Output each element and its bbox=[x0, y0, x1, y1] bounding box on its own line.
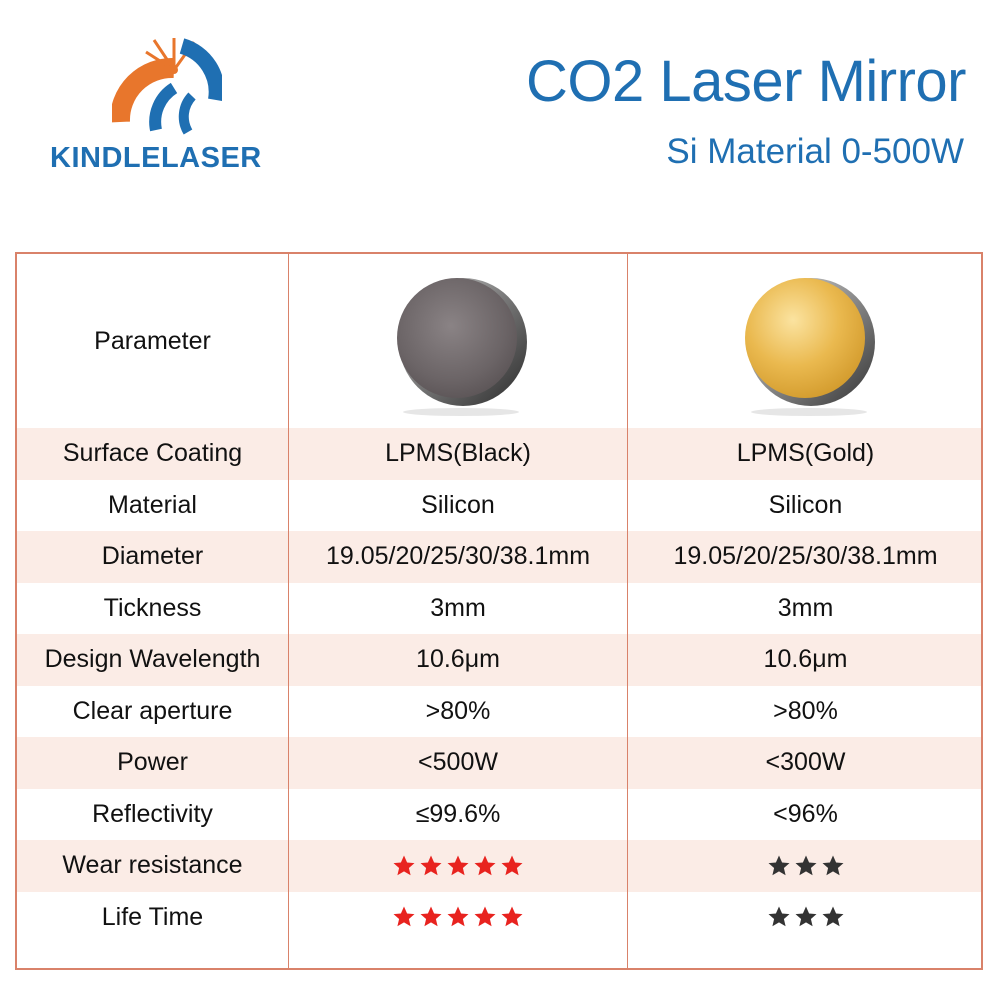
gold-value: LPMS(Gold) bbox=[736, 439, 875, 468]
column-divider bbox=[627, 254, 628, 968]
star-icon bbox=[393, 855, 415, 876]
table-row: Diameter 19.05/20/25/30/38.1mm 19.05/20/25… bbox=[17, 531, 981, 583]
gold-value: 10.6μm bbox=[763, 645, 848, 674]
row-label: Surface Coating bbox=[62, 439, 243, 468]
star-icon bbox=[822, 855, 843, 876]
parameter-header: Parameter bbox=[94, 326, 211, 355]
row-label: Wear resistance bbox=[62, 851, 243, 880]
row-label: Material bbox=[108, 490, 197, 519]
black-silicon-mirror-icon bbox=[397, 278, 527, 416]
black-value: >80% bbox=[425, 696, 491, 725]
star-rating bbox=[767, 905, 845, 929]
brand-logo: KINDLELASER bbox=[40, 30, 300, 190]
star-icon bbox=[393, 906, 415, 927]
table-row: Surface Coating LPMS(Black) LPMS(Gold) bbox=[17, 428, 981, 480]
gold-value: 3mm bbox=[777, 593, 834, 622]
row-label: Tickness bbox=[103, 593, 202, 622]
gold-mirror-image bbox=[628, 254, 983, 428]
black-mirror-image bbox=[289, 254, 627, 428]
gold-value: <300W bbox=[765, 748, 846, 777]
black-value: Silicon bbox=[421, 490, 495, 519]
black-value: ≤99.6% bbox=[415, 799, 501, 828]
gold-value: 19.05/20/25/30/38.1mm bbox=[673, 542, 938, 571]
star-rating bbox=[767, 854, 845, 878]
star-icon bbox=[420, 906, 442, 927]
black-value: LPMS(Black) bbox=[385, 439, 531, 468]
black-rating bbox=[289, 892, 627, 944]
comparison-table: Parameter bbox=[15, 252, 983, 970]
table-row: Power <500W <300W bbox=[17, 737, 981, 789]
row-label: Life Time bbox=[101, 902, 204, 931]
black-rating bbox=[289, 840, 627, 892]
gold-value: Silicon bbox=[768, 490, 843, 519]
black-value: <500W bbox=[418, 748, 498, 777]
star-icon bbox=[420, 855, 442, 876]
table-row: Reflectivity ≤99.6% <96% bbox=[17, 789, 981, 841]
logo-sun-icon bbox=[112, 38, 222, 135]
row-label: Reflectivity bbox=[92, 799, 213, 828]
gold-value: <96% bbox=[773, 799, 838, 828]
rating-row: Life Time bbox=[17, 892, 981, 944]
rating-row: Wear resistance bbox=[17, 840, 981, 892]
table-header-row: Parameter bbox=[17, 254, 981, 428]
gold-value: >80% bbox=[773, 696, 838, 725]
header: KINDLELASER CO2 Laser Mirror Si Material… bbox=[0, 0, 1000, 230]
star-rating bbox=[392, 854, 524, 878]
logo-text: KINDLELASER bbox=[50, 142, 262, 174]
row-label: Design Wavelength bbox=[44, 645, 261, 674]
gold-silicon-mirror-icon bbox=[744, 278, 875, 416]
row-label: Diameter bbox=[101, 542, 204, 571]
star-icon bbox=[768, 855, 789, 876]
star-icon bbox=[474, 855, 496, 876]
star-icon bbox=[501, 906, 523, 927]
star-icon bbox=[822, 906, 843, 927]
page-subtitle: Si Material 0-500W bbox=[666, 132, 964, 171]
star-rating bbox=[392, 905, 524, 929]
table-row: Design Wavelength 10.6μm 10.6μm bbox=[17, 634, 981, 686]
table-row: Clear aperture >80% >80% bbox=[17, 686, 981, 738]
star-icon bbox=[501, 855, 523, 876]
column-divider bbox=[288, 254, 289, 968]
star-icon bbox=[768, 906, 789, 927]
star-icon bbox=[447, 855, 469, 876]
gold-rating bbox=[628, 840, 983, 892]
black-value: 19.05/20/25/30/38.1mm bbox=[325, 542, 591, 571]
table-row: Tickness 3mm 3mm bbox=[17, 583, 981, 635]
star-icon bbox=[447, 906, 469, 927]
black-value: 3mm bbox=[430, 593, 486, 622]
star-icon bbox=[474, 906, 496, 927]
star-icon bbox=[795, 855, 816, 876]
star-icon bbox=[795, 906, 816, 927]
row-label: Clear aperture bbox=[72, 696, 233, 725]
black-value: 10.6μm bbox=[416, 645, 500, 674]
row-label: Power bbox=[117, 748, 188, 777]
table-row: Material Silicon Silicon bbox=[17, 480, 981, 532]
gold-rating bbox=[628, 892, 983, 944]
page-title: CO2 Laser Mirror bbox=[526, 49, 966, 114]
